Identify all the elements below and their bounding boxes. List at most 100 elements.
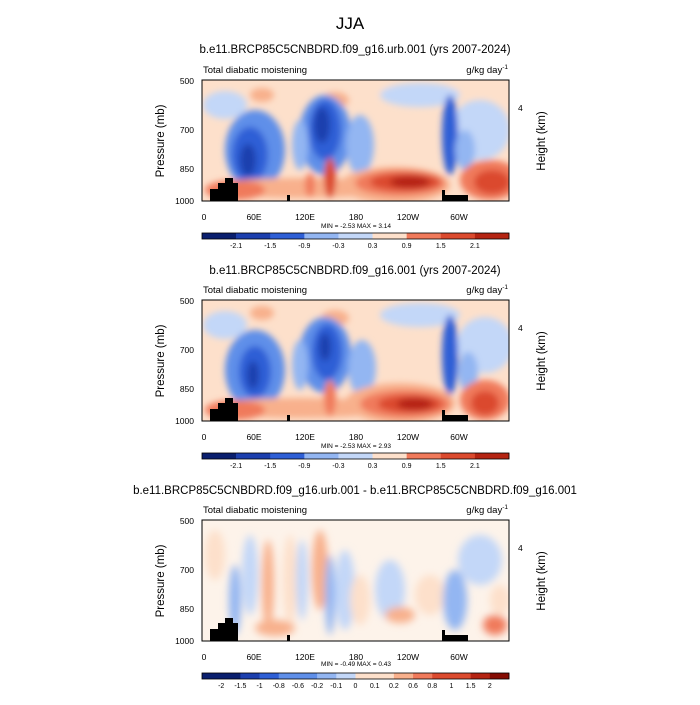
colorbar-swatch	[304, 233, 339, 239]
panel-3-xtick-60w: 60W	[450, 652, 467, 662]
colorbar-label: -1.5	[264, 243, 276, 250]
panel-1-terrain	[210, 178, 468, 201]
colorbar-swatch	[413, 673, 433, 679]
colorbar-swatch	[372, 453, 407, 459]
colorbar-swatch	[317, 673, 337, 679]
colorbar-swatch	[440, 453, 476, 459]
panel-3-xtick-0: 0	[202, 652, 207, 662]
colorbar-label: -0.2	[311, 683, 323, 690]
colorbar-swatch	[470, 673, 491, 679]
panel-1-units-label: g/kg day-1	[466, 64, 508, 76]
colorbar-label: -0.9	[298, 243, 310, 250]
colorbar-label: -2	[218, 683, 224, 690]
colorbar-swatch	[440, 233, 476, 239]
colorbar-label: 0.3	[368, 463, 378, 470]
panel-3-units-label: g/kg day-1	[466, 504, 508, 516]
panel-2-yticks: 500 700 850 1000	[175, 296, 194, 426]
colorbar-swatch	[236, 453, 271, 459]
panel-3-stats: MIN = -0.49 MAX = 0.43	[321, 661, 391, 668]
colorbar-label: 2.1	[470, 463, 480, 470]
colorbar-swatch	[240, 673, 260, 679]
panel-3-ytick-right-4: 4	[518, 543, 523, 553]
panel-1-ytick-1000: 1000	[175, 196, 194, 206]
panel-1-xtick-120e: 120E	[295, 212, 315, 222]
panel-2-terrain	[210, 398, 468, 421]
panel-1-xtick-60e: 60E	[246, 212, 261, 222]
panel-3-xtick-120w: 120W	[397, 652, 419, 662]
colorbar-label: -1.5	[234, 683, 246, 690]
colorbar-swatch	[338, 233, 373, 239]
colorbar-swatch	[355, 673, 375, 679]
panel-3-ylabel: Pressure (mb)	[155, 544, 167, 617]
colorbar-swatch	[474, 453, 510, 459]
colorbar-label: 0.2	[389, 683, 399, 690]
colorbar-swatch	[432, 673, 452, 679]
colorbar-swatch	[270, 453, 305, 459]
colorbar-label: 1.5	[436, 463, 446, 470]
colorbar-label: 0.9	[402, 243, 412, 250]
colorbar-label: -1	[256, 683, 262, 690]
panel-2-xtick-180: 180	[349, 432, 363, 442]
panel-2-units-label: g/kg day-1	[466, 284, 508, 296]
panel-1-xtick-180: 180	[349, 212, 363, 222]
panel-2-xtick-60w: 60W	[450, 432, 467, 442]
panel-3-yticks: 500 700 850 1000	[175, 516, 194, 646]
panel-3-variable-label: Total diabatic moistening	[203, 505, 307, 516]
panel-2-xtick-0: 0	[202, 432, 207, 442]
panel-2-title: b.e11.BRCP85C5CNBDRD.f09_g16.001 (yrs 20…	[209, 265, 500, 277]
panel-3-xticks: 0 60E 120E 180 120W 60W	[202, 652, 468, 662]
colorbar-swatch	[202, 453, 237, 459]
colorbar-label: 0	[354, 683, 358, 690]
panel-2-ylabel-right: Height (km)	[536, 331, 548, 391]
panel-2-variable-label: Total diabatic moistening	[203, 285, 307, 296]
colorbar-label: 2.1	[470, 243, 480, 250]
colorbar-swatch	[278, 673, 299, 679]
panel-1-variable-label: Total diabatic moistening	[203, 65, 307, 76]
panel-3-ytick-850: 850	[180, 604, 194, 614]
panel-2-frame	[201, 299, 510, 422]
panel-2-ytick-850: 850	[180, 384, 194, 394]
panel-1-frame	[201, 79, 510, 202]
panel-3-ytick-700: 700	[180, 565, 194, 575]
panel-1-xtick-60w: 60W	[450, 212, 467, 222]
panel-3-field	[202, 520, 509, 641]
panel-3-terrain	[210, 618, 468, 641]
panel-3-ylabel-right: Height (km)	[536, 551, 548, 611]
colorbar-frame	[201, 232, 510, 240]
panel-1-ytick-850: 850	[180, 164, 194, 174]
panel-2-ytick-500: 500	[180, 296, 194, 306]
panel-1-ytick-500: 500	[180, 76, 194, 86]
colorbar-label: -0.9	[298, 463, 310, 470]
panel-3-xtick-120e: 120E	[295, 652, 315, 662]
colorbar-swatch	[202, 673, 222, 679]
panel-2-xticks: 0 60E 120E 180 120W 60W	[202, 432, 468, 442]
panel-1-xtick-0: 0	[202, 212, 207, 222]
panel-3-ytick-500: 500	[180, 516, 194, 526]
colorbar-label: 2	[488, 683, 492, 690]
panel-2-ylabel: Pressure (mb)	[155, 324, 167, 397]
panel-1-ytick-right-4: 4	[518, 103, 523, 113]
colorbar-label: -0.8	[273, 683, 285, 690]
panel-1-yticks: 500 700 850 1000	[175, 76, 194, 206]
colorbar-swatch	[372, 233, 407, 239]
colorbar-label: -2.1	[230, 243, 242, 250]
colorbar-label: 0.3	[368, 243, 378, 250]
panel-3-frame	[201, 519, 510, 642]
panel-1-colorbar: -2.1 -1.5 -0.9 -0.3 0.3 0.9 1.5 2.1	[201, 232, 510, 250]
colorbar-swatch	[338, 453, 373, 459]
panel-3-xtick-180: 180	[349, 652, 363, 662]
figure-title: JJA	[336, 14, 365, 33]
panel-2: b.e11.BRCP85C5CNBDRD.f09_g16.001 (yrs 20…	[155, 265, 548, 470]
panel-2-ytick-700: 700	[180, 345, 194, 355]
colorbar-swatch	[297, 673, 318, 679]
colorbar-swatch	[202, 233, 237, 239]
colorbar-swatch	[406, 233, 442, 239]
panel-1-xticks: 0 60E 120E 180 120W 60W	[202, 212, 468, 222]
panel-1-stats: MIN = -2.53 MAX = 3.14	[321, 223, 391, 230]
panel-1-field	[202, 80, 509, 201]
colorbar-swatch	[406, 453, 442, 459]
colorbar-label: -0.6	[292, 683, 304, 690]
panel-1-title: b.e11.BRCP85C5CNBDRD.f09_g16.urb.001 (yr…	[199, 44, 510, 56]
panel-3-ytick-1000: 1000	[175, 636, 194, 646]
colorbar-label: -1.5	[264, 463, 276, 470]
